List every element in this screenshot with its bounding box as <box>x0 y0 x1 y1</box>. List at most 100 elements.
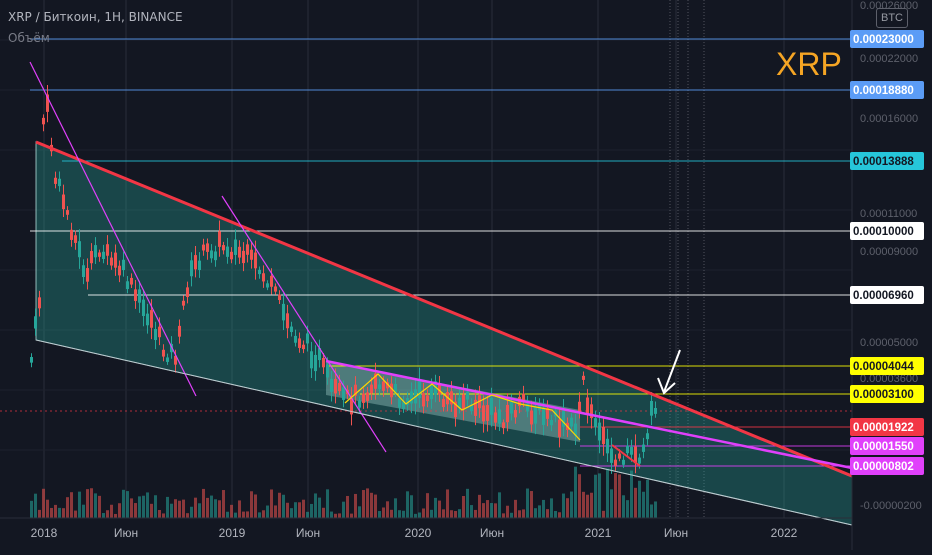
candle-body <box>550 419 553 426</box>
candle-body <box>134 289 137 301</box>
volume-bar <box>502 513 505 518</box>
volume-bar <box>586 494 589 518</box>
candle-body <box>42 117 45 125</box>
volume-bar <box>438 500 441 518</box>
candle-body <box>454 401 457 418</box>
x-tick-label: 2019 <box>219 526 246 540</box>
candle-body <box>250 249 253 260</box>
volume-bar <box>198 503 201 518</box>
candle-body <box>46 94 49 112</box>
candle-body <box>542 407 545 426</box>
volume-bar <box>630 470 633 518</box>
candle-body <box>502 422 505 429</box>
candle-body <box>606 438 609 454</box>
volume-bar <box>154 495 157 518</box>
level-badge-label: 0.00001550 <box>853 441 914 453</box>
candle-body <box>582 375 585 380</box>
candle-body <box>494 412 497 423</box>
level-badge-label: 0.00000802 <box>853 461 914 473</box>
candle-body <box>298 338 301 348</box>
candle-body <box>122 259 125 271</box>
level-badge[interactable] <box>850 437 924 455</box>
candle-body <box>374 373 377 389</box>
volume-bar <box>270 489 273 518</box>
candle-body <box>58 178 61 187</box>
candle-body <box>390 383 393 398</box>
volume-bar <box>278 492 281 518</box>
volume-bar <box>422 508 425 518</box>
candle-body <box>174 355 177 365</box>
level-badge-label: 0.00018880 <box>853 85 914 97</box>
candle-body <box>538 403 541 411</box>
candle-body <box>638 457 641 464</box>
level-badge[interactable] <box>850 222 924 240</box>
candle-body <box>450 391 453 405</box>
volume-bar <box>158 509 161 518</box>
volume-bar <box>590 492 593 518</box>
level-badge[interactable] <box>850 385 924 403</box>
price-axis[interactable]: 0.000260000.000220000.000160000.00011000… <box>850 0 932 550</box>
volume-bar <box>94 493 97 518</box>
candle-body <box>258 269 261 275</box>
volume-bar <box>30 500 33 518</box>
volume-bar <box>490 503 493 518</box>
volume-bar <box>582 491 585 518</box>
candle-body <box>610 448 613 463</box>
x-tick-label: 2018 <box>31 526 58 540</box>
candle-body <box>94 245 97 258</box>
volume-bar <box>606 468 609 518</box>
volume-bar <box>370 492 373 518</box>
volume-bar <box>514 499 517 518</box>
volume-bar <box>258 512 261 518</box>
level-badge[interactable] <box>850 457 924 475</box>
volume-bar <box>70 492 73 518</box>
candle-body <box>398 397 401 408</box>
level-badge-label: 0.00023000 <box>853 34 914 46</box>
level-lines <box>0 38 852 467</box>
level-badge[interactable] <box>850 357 924 375</box>
level-badge[interactable] <box>850 30 924 48</box>
volume-bar <box>102 513 105 518</box>
candle-body <box>314 354 317 372</box>
candle-body <box>618 453 621 459</box>
volume-bar <box>234 512 237 518</box>
volume-bar <box>534 508 537 518</box>
candle-body <box>330 378 333 392</box>
volume-bar <box>498 492 501 518</box>
level-badge[interactable] <box>850 81 924 99</box>
volume-bar <box>570 491 573 518</box>
level-badge[interactable] <box>850 418 924 436</box>
volume-bar <box>130 498 133 518</box>
volume-bar <box>334 513 337 518</box>
level-badge[interactable] <box>850 286 924 304</box>
candle-body <box>546 408 549 419</box>
volume-bar <box>118 503 121 518</box>
candle-body <box>410 391 413 404</box>
volume-bar <box>142 495 145 518</box>
volume-bar <box>506 505 509 518</box>
quote-currency-badge[interactable]: BTC <box>876 8 908 28</box>
candle-body <box>586 397 589 415</box>
volume-bar <box>54 504 57 518</box>
candle-body <box>198 260 201 270</box>
candle-body <box>482 405 485 422</box>
candle-body <box>74 235 77 243</box>
candle-body <box>62 194 65 210</box>
time-axis[interactable]: 2018 Июн 2019 Июн 2020 Июн 2021 Июн 2022 <box>0 517 852 540</box>
level-badge[interactable] <box>850 152 924 170</box>
candle-body <box>66 210 69 215</box>
candle-body <box>466 391 469 400</box>
volume-bar <box>414 513 417 518</box>
volume-bar <box>574 466 577 518</box>
candle-body <box>218 231 221 247</box>
volume-bar <box>38 509 41 518</box>
candle-body <box>422 393 425 407</box>
volume-bar <box>254 494 257 518</box>
volume-bar <box>230 504 233 518</box>
volume-bar <box>182 499 185 518</box>
volume-bar <box>382 507 385 518</box>
volume-bar <box>222 490 225 518</box>
volume-bar <box>190 506 193 518</box>
